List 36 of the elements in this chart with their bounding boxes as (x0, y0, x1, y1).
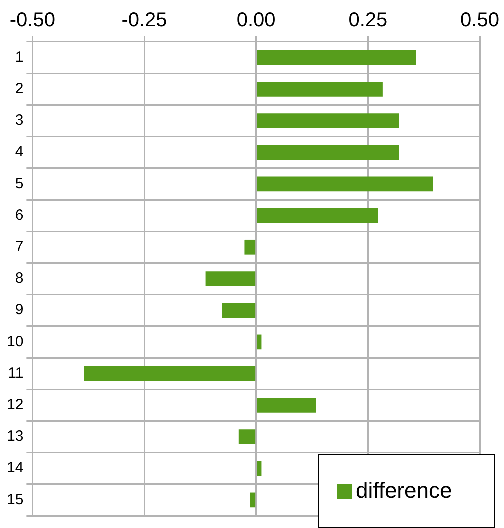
x-tick-label: -0.25 (122, 10, 168, 32)
x-tick-label: 0.00 (236, 10, 276, 32)
x-tick-label: -0.50 (10, 10, 56, 32)
y-tick-label: 8 (15, 270, 24, 288)
y-tick-label: 9 (15, 302, 24, 319)
legend-label: difference (356, 478, 452, 504)
y-tick-label: 5 (15, 175, 24, 192)
bar (257, 114, 400, 128)
y-tick-label: 15 (6, 491, 24, 508)
bar (257, 82, 383, 97)
bar (257, 145, 400, 160)
y-tick-label: 7 (15, 238, 24, 256)
bar (222, 303, 256, 318)
x-tick-label: 0.25 (348, 10, 388, 32)
bar (257, 334, 262, 350)
y-tick-label: 4 (15, 144, 24, 161)
y-tick-label: 10 (6, 333, 24, 350)
y-tick-label: 2 (15, 80, 24, 98)
bar (244, 240, 256, 255)
bar (84, 366, 256, 382)
bar (257, 398, 316, 413)
y-tick-label: 3 (15, 112, 24, 130)
bar (250, 492, 256, 508)
y-tick-label: 12 (6, 396, 24, 414)
bar (206, 272, 256, 286)
bar (257, 461, 262, 476)
bar (238, 430, 256, 444)
bar (257, 50, 416, 66)
x-tick-label: 0.50 (460, 10, 500, 32)
y-tick-label: 14 (6, 460, 24, 477)
bar (257, 208, 378, 224)
bar (257, 176, 434, 192)
y-tick-label: 11 (8, 364, 24, 382)
y-tick-label: 1 (15, 48, 24, 66)
y-tick-label: 6 (15, 206, 24, 224)
y-tick-label: 13 (6, 428, 24, 446)
